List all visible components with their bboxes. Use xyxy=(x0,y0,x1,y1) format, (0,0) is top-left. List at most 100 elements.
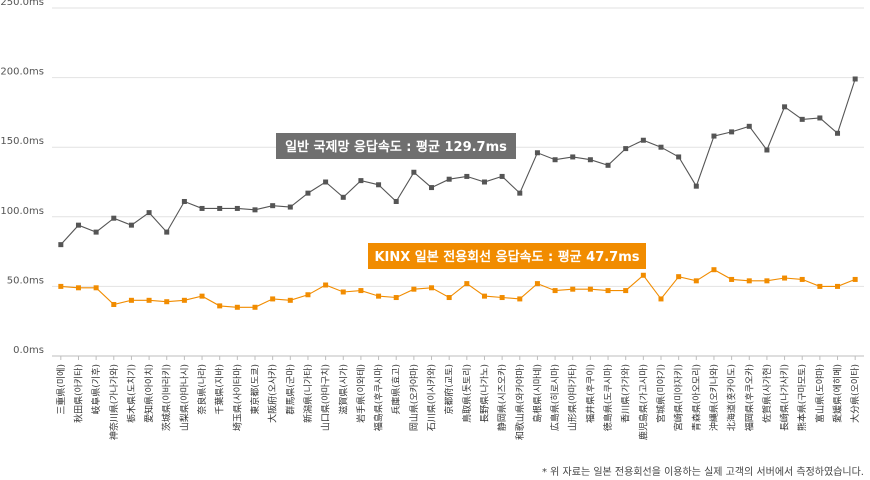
data-point xyxy=(782,275,788,281)
data-point xyxy=(93,229,99,235)
data-point xyxy=(340,289,346,295)
x-tick-label: 奈良県(나라) xyxy=(196,364,208,415)
data-point xyxy=(234,304,240,310)
data-point xyxy=(199,205,205,211)
data-point xyxy=(693,278,699,284)
data-point xyxy=(217,303,223,309)
x-tick-label: 福井県(후쿠이) xyxy=(584,364,596,423)
data-point xyxy=(517,190,523,196)
x-tick-label: 神奈川県(가나가와) xyxy=(108,364,120,440)
data-point xyxy=(146,297,152,303)
data-point xyxy=(305,190,311,196)
data-point xyxy=(164,229,170,235)
data-point xyxy=(640,137,646,143)
x-tick-label: 長野県(나가노) xyxy=(479,364,490,423)
data-point xyxy=(58,283,64,289)
x-tick-label: 北海道(홋카이도) xyxy=(726,364,738,431)
x-tick-label: 宮崎県(미야자키) xyxy=(673,364,685,431)
x-tick-label: 徳島県(도쿠시마) xyxy=(602,364,614,431)
data-point xyxy=(270,296,276,302)
data-point xyxy=(287,297,293,303)
data-point xyxy=(746,278,752,284)
data-point xyxy=(658,296,664,302)
y-tick-label: 200.0ms xyxy=(0,67,44,78)
data-point xyxy=(446,176,452,182)
data-point xyxy=(446,295,452,301)
x-tick-label: 長崎県(나가사키) xyxy=(779,364,791,431)
data-point xyxy=(376,182,382,188)
data-point xyxy=(217,205,223,211)
x-tick-label: 愛媛県(에히메) xyxy=(832,364,844,423)
data-point xyxy=(658,144,664,150)
data-point xyxy=(817,283,823,289)
y-tick-label: 0.0ms xyxy=(13,345,44,356)
data-point xyxy=(199,293,205,299)
x-tick-label: 埼玉県(사이타마) xyxy=(231,364,243,431)
data-point xyxy=(587,157,593,163)
data-point xyxy=(234,205,240,211)
x-tick-label: 福島県(후쿠시마) xyxy=(373,364,385,431)
data-point xyxy=(499,173,505,179)
x-tick-label: 茨城県(이바라키) xyxy=(161,364,173,431)
data-point xyxy=(305,292,311,298)
data-point xyxy=(358,178,364,184)
x-tick-label: 群馬県(군마) xyxy=(284,364,296,415)
x-tick-label: 佐賀県(사가현) xyxy=(761,364,773,423)
data-point xyxy=(128,297,134,303)
data-point xyxy=(270,203,276,209)
data-point xyxy=(835,130,841,136)
x-tick-label: 福岡県(후쿠오카) xyxy=(743,364,755,431)
x-tick-label: 岡山県(오카야마) xyxy=(409,364,420,431)
data-point xyxy=(481,179,487,185)
data-point xyxy=(111,215,117,221)
x-tick-label: 岐阜県(기후) xyxy=(90,364,102,415)
x-tick-label: 広島県(히로시마) xyxy=(549,364,561,431)
data-point xyxy=(75,285,81,291)
data-point xyxy=(429,285,435,291)
x-tick-label: 大分県(오이타) xyxy=(849,364,861,423)
x-tick-label: 京都府(교토) xyxy=(443,364,455,415)
data-point xyxy=(393,295,399,301)
data-point xyxy=(75,222,81,228)
data-point xyxy=(746,123,752,129)
data-point xyxy=(799,116,805,122)
data-point xyxy=(164,299,170,305)
data-point xyxy=(676,274,682,280)
data-point xyxy=(640,272,646,278)
x-tick-label: 香川県(가가와) xyxy=(620,364,632,423)
x-tick-label: 宮城県(미야기) xyxy=(655,364,667,423)
x-tick-label: 山形県(야마가타) xyxy=(567,364,579,431)
series-line xyxy=(60,78,856,245)
data-point xyxy=(464,281,470,287)
x-tick-label: 島根県(시마네) xyxy=(531,364,543,423)
x-tick-label: 静岡県(시즈오카) xyxy=(496,364,508,431)
data-point xyxy=(605,162,611,168)
data-point xyxy=(464,173,470,179)
data-point xyxy=(517,296,523,302)
data-point xyxy=(340,194,346,200)
x-tick-label: 東京都(도쿄) xyxy=(249,364,261,415)
data-point xyxy=(128,222,134,228)
data-point xyxy=(146,210,152,216)
x-tick-label: 大阪府(오사카) xyxy=(267,364,279,423)
x-tick-label: 鹿児島県(가고시마) xyxy=(637,364,649,440)
y-tick-label: 250.0ms xyxy=(0,0,44,8)
data-point xyxy=(287,204,293,210)
x-tick-label: 富山県(도야마) xyxy=(814,364,826,423)
x-tick-label: 和歌山県(와카야마) xyxy=(514,364,526,440)
annotation-box xyxy=(276,133,516,159)
data-point xyxy=(729,276,735,282)
x-tick-label: 愛知県(아이치) xyxy=(143,364,155,423)
data-point xyxy=(693,183,699,189)
series-line xyxy=(60,269,856,308)
data-point xyxy=(411,169,417,175)
data-point xyxy=(429,185,435,191)
x-tick-label: 熊本県(구마모토) xyxy=(796,364,808,431)
data-point xyxy=(570,286,576,292)
x-tick-label: 山口県(야마구치) xyxy=(320,364,332,431)
data-point xyxy=(852,76,858,82)
data-point xyxy=(552,288,558,294)
data-point xyxy=(111,301,117,307)
data-point xyxy=(782,104,788,110)
data-point xyxy=(729,129,735,135)
